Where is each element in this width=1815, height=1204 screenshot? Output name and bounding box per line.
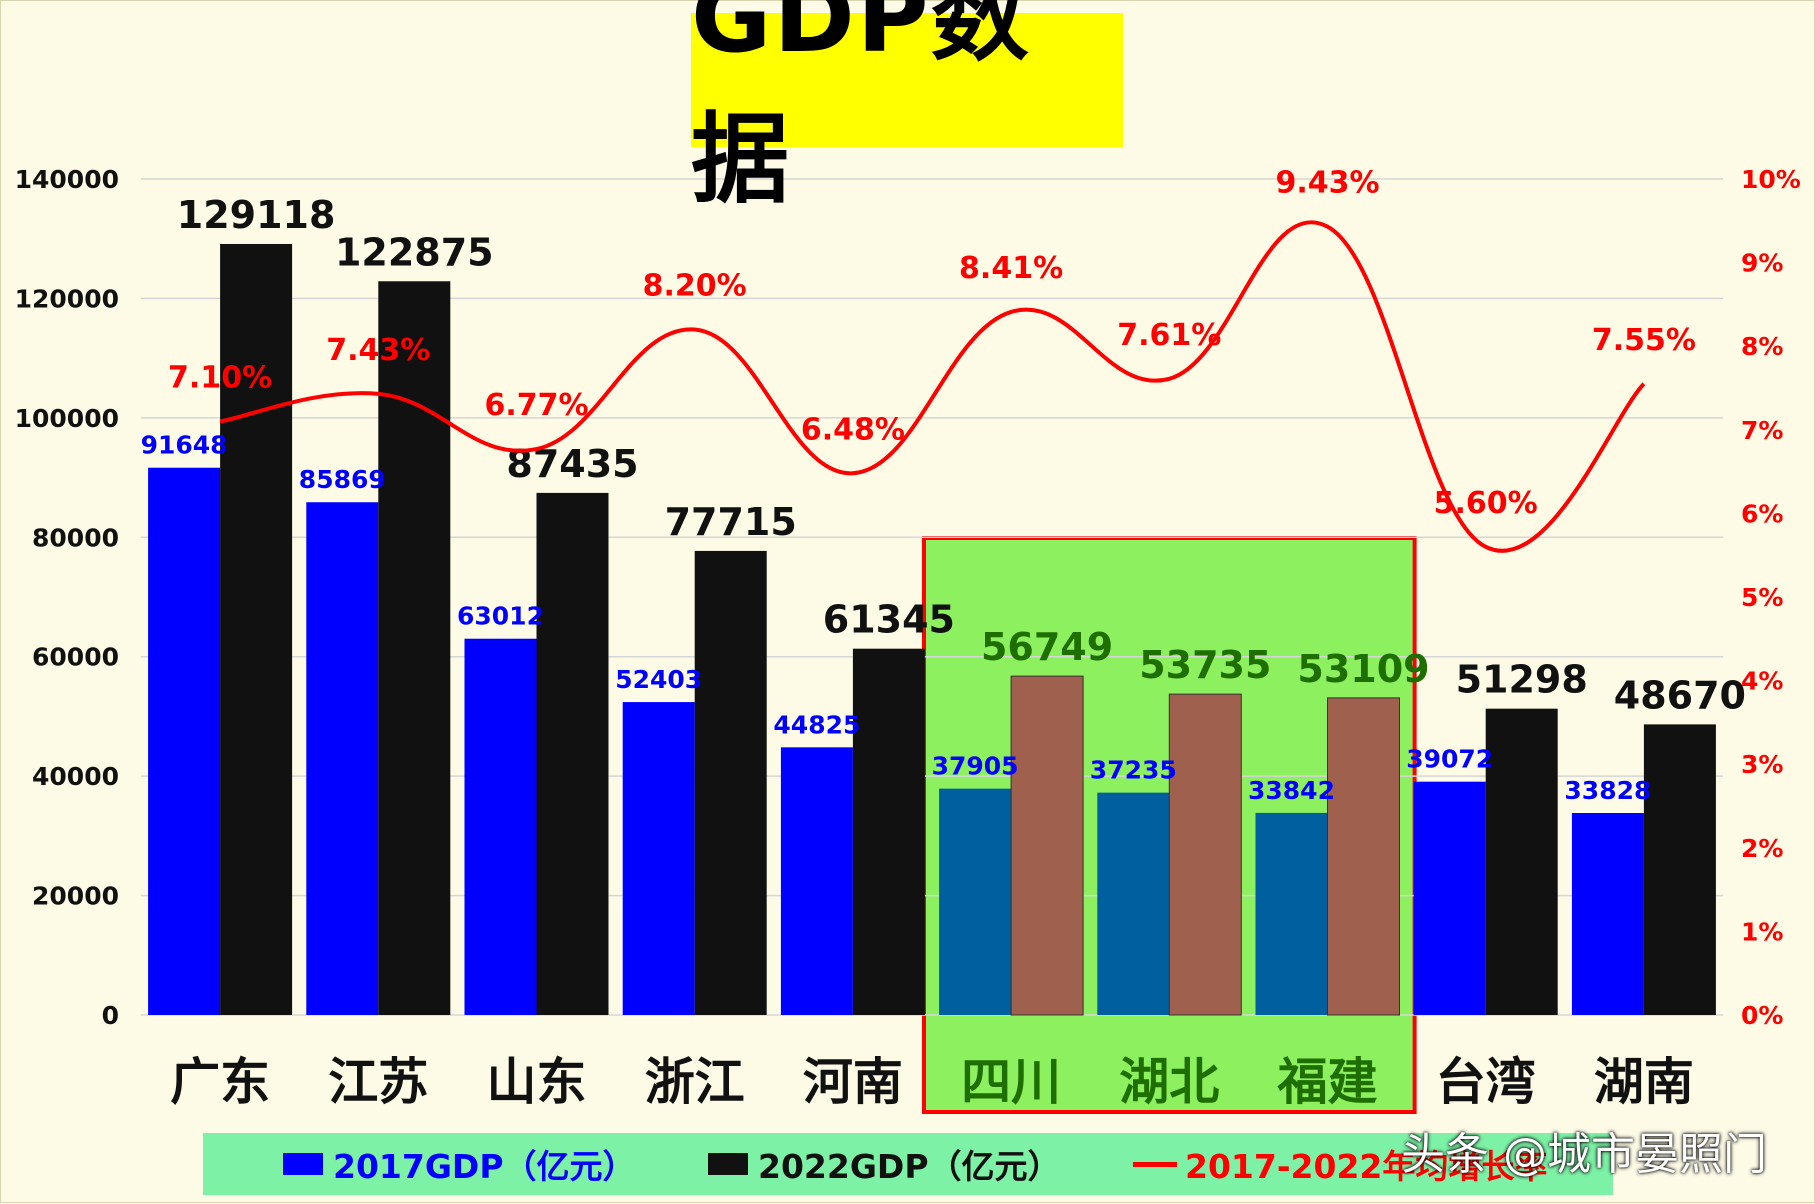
y-tick-label: 20000	[32, 882, 119, 911]
legend-item-2022: 2022GDP（亿元）	[708, 1133, 1061, 1195]
legend-label-2022: 2022GDP（亿元）	[758, 1147, 1061, 1186]
data-label-2022: 53109	[1297, 647, 1429, 691]
x-tick-label: 台湾	[1436, 1053, 1536, 1111]
bar-2017	[1571, 812, 1644, 1015]
y-tick-label: 100000	[15, 404, 119, 433]
x-tick-label: 浙江	[645, 1053, 745, 1111]
x-tick-label: 江苏	[328, 1053, 428, 1111]
y-tick-label: 80000	[32, 523, 119, 552]
y2-tick-label: 10%	[1741, 165, 1801, 194]
legend-swatch-2022	[708, 1153, 748, 1175]
data-label-2022: 48670	[1614, 673, 1746, 717]
legend: 2017GDP（亿元） 2022GDP（亿元） 2017-2022年均增长率	[203, 1133, 1613, 1195]
bar-2022	[378, 281, 451, 1015]
data-label-2022: 56749	[981, 625, 1113, 669]
legend-label-growth: 2017-2022年均增长率	[1185, 1147, 1548, 1186]
bar-2017	[622, 702, 695, 1015]
y-tick-label: 120000	[15, 284, 119, 313]
growth-label: 7.61%	[1117, 318, 1221, 353]
bar-2022	[1643, 724, 1716, 1015]
data-label-2017: 33842	[1248, 776, 1335, 805]
bar-2022	[220, 243, 293, 1015]
legend-item-2017: 2017GDP（亿元）	[283, 1133, 636, 1195]
y2-tick-label: 7%	[1741, 416, 1783, 445]
x-tick-label: 四川	[961, 1053, 1061, 1111]
bar-2017	[464, 638, 537, 1015]
growth-label: 7.10%	[168, 360, 272, 395]
y-tick-label: 140000	[15, 165, 119, 194]
data-label-2022: 53735	[1139, 643, 1271, 687]
chart-title: GDP数据	[691, 0, 1031, 217]
data-label-2017: 33828	[1564, 776, 1651, 805]
chart-title-box: GDP数据	[691, 0, 1123, 217]
x-tick-label: 福建	[1277, 1053, 1378, 1111]
growth-label: 7.43%	[326, 333, 430, 368]
data-label-2017: 39072	[1406, 745, 1493, 774]
y2-tick-label: 0%	[1741, 1001, 1783, 1030]
y2-tick-label: 5%	[1741, 583, 1783, 612]
bar-2017	[148, 467, 221, 1016]
bar-2017	[1255, 812, 1328, 1015]
data-label-2017: 91648	[141, 431, 228, 460]
data-label-2017: 52403	[615, 665, 702, 694]
data-label-2022: 77715	[665, 500, 797, 544]
x-tick-label: 湖南	[1594, 1053, 1694, 1111]
y-tick-label: 40000	[32, 762, 119, 791]
growth-label: 6.48%	[801, 412, 905, 447]
bar-2017	[306, 502, 379, 1016]
x-tick-label: 山东	[487, 1053, 587, 1111]
x-tick-label: 广东	[170, 1053, 270, 1111]
bar-2017	[939, 788, 1012, 1015]
bar-2022	[1485, 708, 1558, 1015]
bar-2022	[1010, 675, 1084, 1016]
bar-2017	[1413, 781, 1486, 1015]
bar-2022	[852, 648, 925, 1015]
data-label-2017: 37235	[1090, 756, 1177, 785]
y-tick-label: 0	[102, 1001, 119, 1030]
growth-label: 8.41%	[959, 251, 1063, 286]
bar-2022	[694, 550, 767, 1015]
legend-label-2017: 2017GDP（亿元）	[333, 1147, 636, 1186]
data-label-2017: 37905	[932, 752, 1019, 781]
growth-label: 7.55%	[1592, 323, 1696, 358]
data-label-2022: 51298	[1456, 658, 1588, 702]
data-label-2022: 61345	[823, 598, 955, 642]
data-label-2017: 44825	[773, 710, 860, 739]
bar-2022	[536, 492, 609, 1015]
growth-label: 8.20%	[643, 268, 747, 303]
y2-tick-label: 9%	[1741, 249, 1783, 278]
y2-tick-label: 3%	[1741, 750, 1783, 779]
y2-tick-label: 6%	[1741, 499, 1783, 528]
data-label-2022: 129118	[177, 193, 336, 237]
legend-swatch-2017	[283, 1153, 323, 1175]
data-label-2022: 122875	[335, 230, 494, 274]
data-label-2017: 63012	[457, 602, 544, 631]
legend-line-growth	[1133, 1161, 1177, 1167]
growth-label: 9.43%	[1275, 166, 1379, 201]
x-tick-label: 湖北	[1119, 1053, 1219, 1111]
y2-tick-label: 2%	[1741, 834, 1783, 863]
y2-tick-label: 4%	[1741, 667, 1783, 696]
bar-2022	[1168, 693, 1242, 1016]
growth-label: 6.77%	[484, 388, 588, 423]
watermark: 头条 @城市晏照门	[1401, 1129, 1767, 1180]
x-tick-label: 河南	[803, 1053, 903, 1111]
data-label-2017: 85869	[299, 465, 386, 494]
growth-line	[219, 220, 1646, 553]
growth-label: 5.60%	[1434, 486, 1538, 521]
legend-item-growth: 2017-2022年均增长率	[1133, 1133, 1547, 1195]
y2-tick-label: 8%	[1741, 332, 1783, 361]
y-tick-label: 60000	[32, 643, 119, 672]
y2-tick-label: 1%	[1741, 917, 1783, 946]
bar-2022	[1327, 697, 1400, 1016]
bar-2017	[780, 747, 853, 1015]
bar-2017	[1097, 792, 1170, 1015]
